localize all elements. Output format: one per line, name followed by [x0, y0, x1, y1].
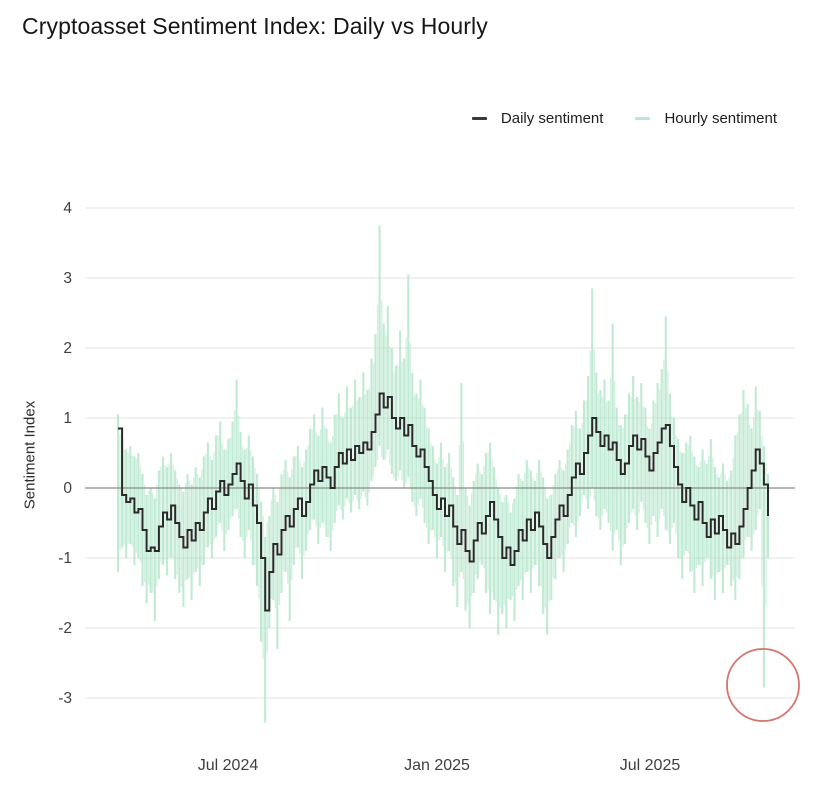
y-tick-label: 1: [63, 410, 72, 427]
highlight-circle: [726, 648, 800, 722]
legend-item-hourly: Hourly sentiment: [635, 110, 777, 127]
x-tick-label: Jul 2025: [620, 757, 681, 774]
legend: Daily sentiment Hourly sentiment: [471, 110, 777, 127]
y-tick-label: -2: [58, 620, 72, 637]
y-tick-label: 3: [63, 270, 72, 287]
daily-sentiment-series: [118, 392, 769, 612]
daily-line-dash-icon: [471, 117, 487, 120]
y-tick-label: -1: [58, 550, 72, 567]
legend-item-daily: Daily sentiment: [471, 110, 604, 127]
x-tick-label: Jan 2025: [404, 757, 470, 774]
hourly-line-dash-icon: [635, 117, 651, 120]
legend-label-daily: Daily sentiment: [500, 110, 604, 127]
y-tick-label: -3: [58, 690, 72, 707]
hourly-sentiment-fill: [119, 300, 767, 659]
page-title: Cryptoasset Sentiment Index: Daily vs Ho…: [22, 13, 488, 39]
y-tick-label: 0: [63, 480, 72, 497]
x-tick-label: Jul 2024: [198, 757, 259, 774]
y-tick-label: 2: [63, 340, 72, 357]
y-tick-label: 4: [63, 200, 72, 217]
legend-label-hourly: Hourly sentiment: [664, 110, 777, 127]
